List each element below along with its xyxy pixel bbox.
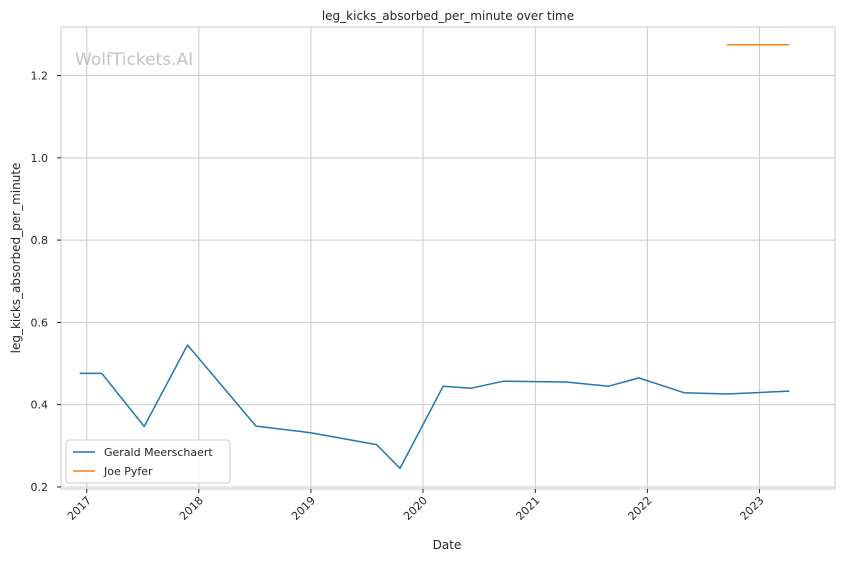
y-axis-ticks: 0.2 0.4 0.6 0.8 1.0 1.2 bbox=[31, 70, 61, 494]
legend-box bbox=[65, 439, 231, 484]
grid-lines bbox=[61, 27, 835, 489]
y-tick-label: 0.2 bbox=[31, 481, 49, 494]
y-axis-label: leg_kicks_absorbed_per_minute bbox=[9, 163, 23, 354]
watermark-text: WolfTickets.AI bbox=[75, 50, 193, 70]
legend: Gerald Meerschaert Joe Pyfer bbox=[65, 439, 231, 484]
legend-label-joe-pyfer: Joe Pyfer bbox=[103, 465, 153, 478]
series-line-gerald-meerschaert bbox=[79, 344, 790, 470]
plot-area-frame bbox=[60, 26, 836, 490]
chart-title: leg_kicks_absorbed_per_minute over time bbox=[322, 9, 574, 23]
y-tick-label: 1.0 bbox=[31, 152, 49, 165]
y-tick-label: 0.8 bbox=[31, 234, 49, 247]
y-tick-label: 1.2 bbox=[31, 70, 49, 83]
series-lines bbox=[79, 43, 790, 470]
y-tick-label: 0.4 bbox=[31, 399, 49, 412]
x-axis-label: Date bbox=[433, 538, 462, 552]
y-tick-label: 0.6 bbox=[31, 316, 49, 329]
legend-label-gerald-meerschaert: Gerald Meerschaert bbox=[104, 446, 213, 459]
